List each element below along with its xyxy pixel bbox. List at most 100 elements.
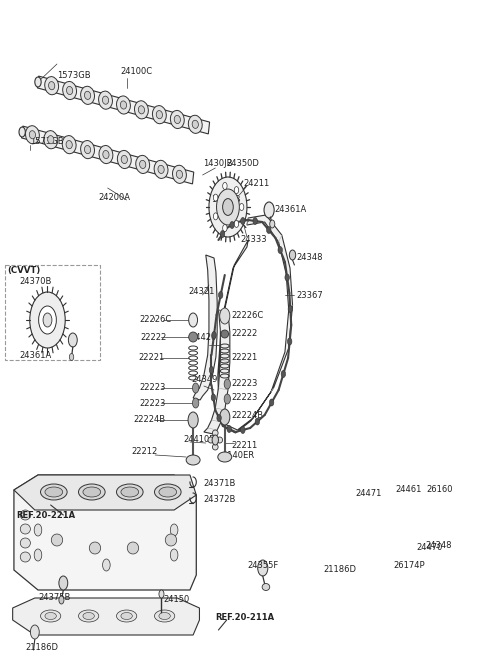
Ellipse shape — [189, 332, 198, 342]
Ellipse shape — [159, 613, 170, 619]
Ellipse shape — [120, 101, 127, 109]
Circle shape — [170, 549, 178, 561]
Text: 1430JB: 1430JB — [211, 196, 240, 204]
Circle shape — [218, 292, 223, 299]
Ellipse shape — [121, 613, 132, 619]
Polygon shape — [12, 598, 200, 635]
Circle shape — [227, 426, 231, 432]
Polygon shape — [193, 255, 217, 400]
Circle shape — [159, 590, 164, 598]
Text: 24470: 24470 — [417, 543, 443, 553]
Text: 24348: 24348 — [296, 254, 323, 262]
Circle shape — [403, 512, 407, 518]
Ellipse shape — [45, 487, 63, 497]
Ellipse shape — [29, 131, 36, 139]
Circle shape — [189, 313, 198, 327]
Ellipse shape — [154, 161, 168, 178]
Ellipse shape — [186, 455, 200, 465]
Circle shape — [371, 535, 375, 541]
Polygon shape — [204, 310, 230, 434]
Text: 1573GB: 1573GB — [57, 71, 91, 79]
Ellipse shape — [121, 155, 127, 163]
Ellipse shape — [67, 87, 73, 95]
Circle shape — [312, 561, 321, 575]
Circle shape — [30, 292, 65, 348]
Ellipse shape — [158, 165, 164, 173]
Circle shape — [34, 524, 42, 536]
Ellipse shape — [83, 487, 101, 497]
Text: 22221: 22221 — [231, 352, 257, 362]
Ellipse shape — [20, 510, 30, 520]
Circle shape — [266, 227, 271, 233]
Circle shape — [170, 524, 178, 536]
Text: 1430JB: 1430JB — [203, 159, 232, 167]
Ellipse shape — [40, 484, 67, 500]
Text: 21186D: 21186D — [323, 566, 356, 574]
Polygon shape — [22, 126, 194, 184]
Ellipse shape — [127, 542, 139, 554]
Ellipse shape — [136, 155, 150, 173]
Ellipse shape — [63, 81, 76, 100]
Circle shape — [38, 306, 56, 334]
Ellipse shape — [20, 524, 30, 534]
Circle shape — [30, 625, 39, 639]
Text: 24370B: 24370B — [19, 278, 51, 286]
Polygon shape — [14, 475, 196, 510]
Circle shape — [399, 560, 403, 566]
Text: 24361A: 24361A — [19, 350, 51, 360]
Ellipse shape — [218, 452, 232, 462]
Circle shape — [420, 490, 426, 500]
Bar — [5, 265, 100, 360]
Circle shape — [408, 529, 411, 535]
Text: 24471: 24471 — [356, 488, 382, 498]
Ellipse shape — [217, 437, 223, 443]
Circle shape — [214, 213, 218, 220]
Circle shape — [230, 221, 234, 229]
Ellipse shape — [102, 96, 108, 104]
Ellipse shape — [221, 330, 228, 338]
Ellipse shape — [117, 610, 137, 622]
Circle shape — [223, 225, 227, 231]
Circle shape — [209, 366, 214, 373]
Polygon shape — [387, 492, 424, 554]
Circle shape — [285, 274, 289, 281]
Text: 22223: 22223 — [139, 399, 166, 407]
Text: 24355F: 24355F — [247, 561, 278, 570]
Text: 26160: 26160 — [426, 485, 453, 494]
Text: REF.20-211A: REF.20-211A — [216, 613, 275, 621]
Text: 22211: 22211 — [231, 440, 257, 449]
Ellipse shape — [25, 126, 39, 144]
Circle shape — [220, 409, 230, 425]
Circle shape — [224, 394, 230, 404]
Ellipse shape — [117, 484, 143, 500]
Ellipse shape — [262, 584, 270, 590]
Circle shape — [234, 186, 239, 194]
Circle shape — [378, 502, 382, 508]
Ellipse shape — [89, 542, 101, 554]
Text: 24410B: 24410B — [184, 436, 216, 444]
Text: 24361A: 24361A — [274, 206, 306, 215]
Text: 24333: 24333 — [240, 235, 267, 245]
Text: 22222: 22222 — [141, 332, 167, 342]
Text: 23367: 23367 — [296, 290, 323, 299]
Circle shape — [34, 549, 42, 561]
Ellipse shape — [20, 538, 30, 548]
Ellipse shape — [159, 487, 177, 497]
Polygon shape — [14, 475, 196, 590]
Circle shape — [188, 412, 198, 428]
Circle shape — [192, 383, 199, 393]
Text: 24461: 24461 — [396, 485, 422, 494]
Ellipse shape — [45, 613, 56, 619]
Circle shape — [212, 332, 216, 338]
Ellipse shape — [134, 100, 148, 119]
Text: 22222: 22222 — [231, 329, 257, 338]
Text: 22223: 22223 — [231, 379, 257, 387]
Circle shape — [68, 333, 77, 347]
Ellipse shape — [170, 110, 184, 128]
Ellipse shape — [83, 613, 95, 619]
Text: 22212: 22212 — [132, 447, 158, 457]
Ellipse shape — [155, 610, 175, 622]
Circle shape — [240, 204, 244, 210]
Ellipse shape — [174, 116, 180, 124]
Ellipse shape — [121, 487, 139, 497]
